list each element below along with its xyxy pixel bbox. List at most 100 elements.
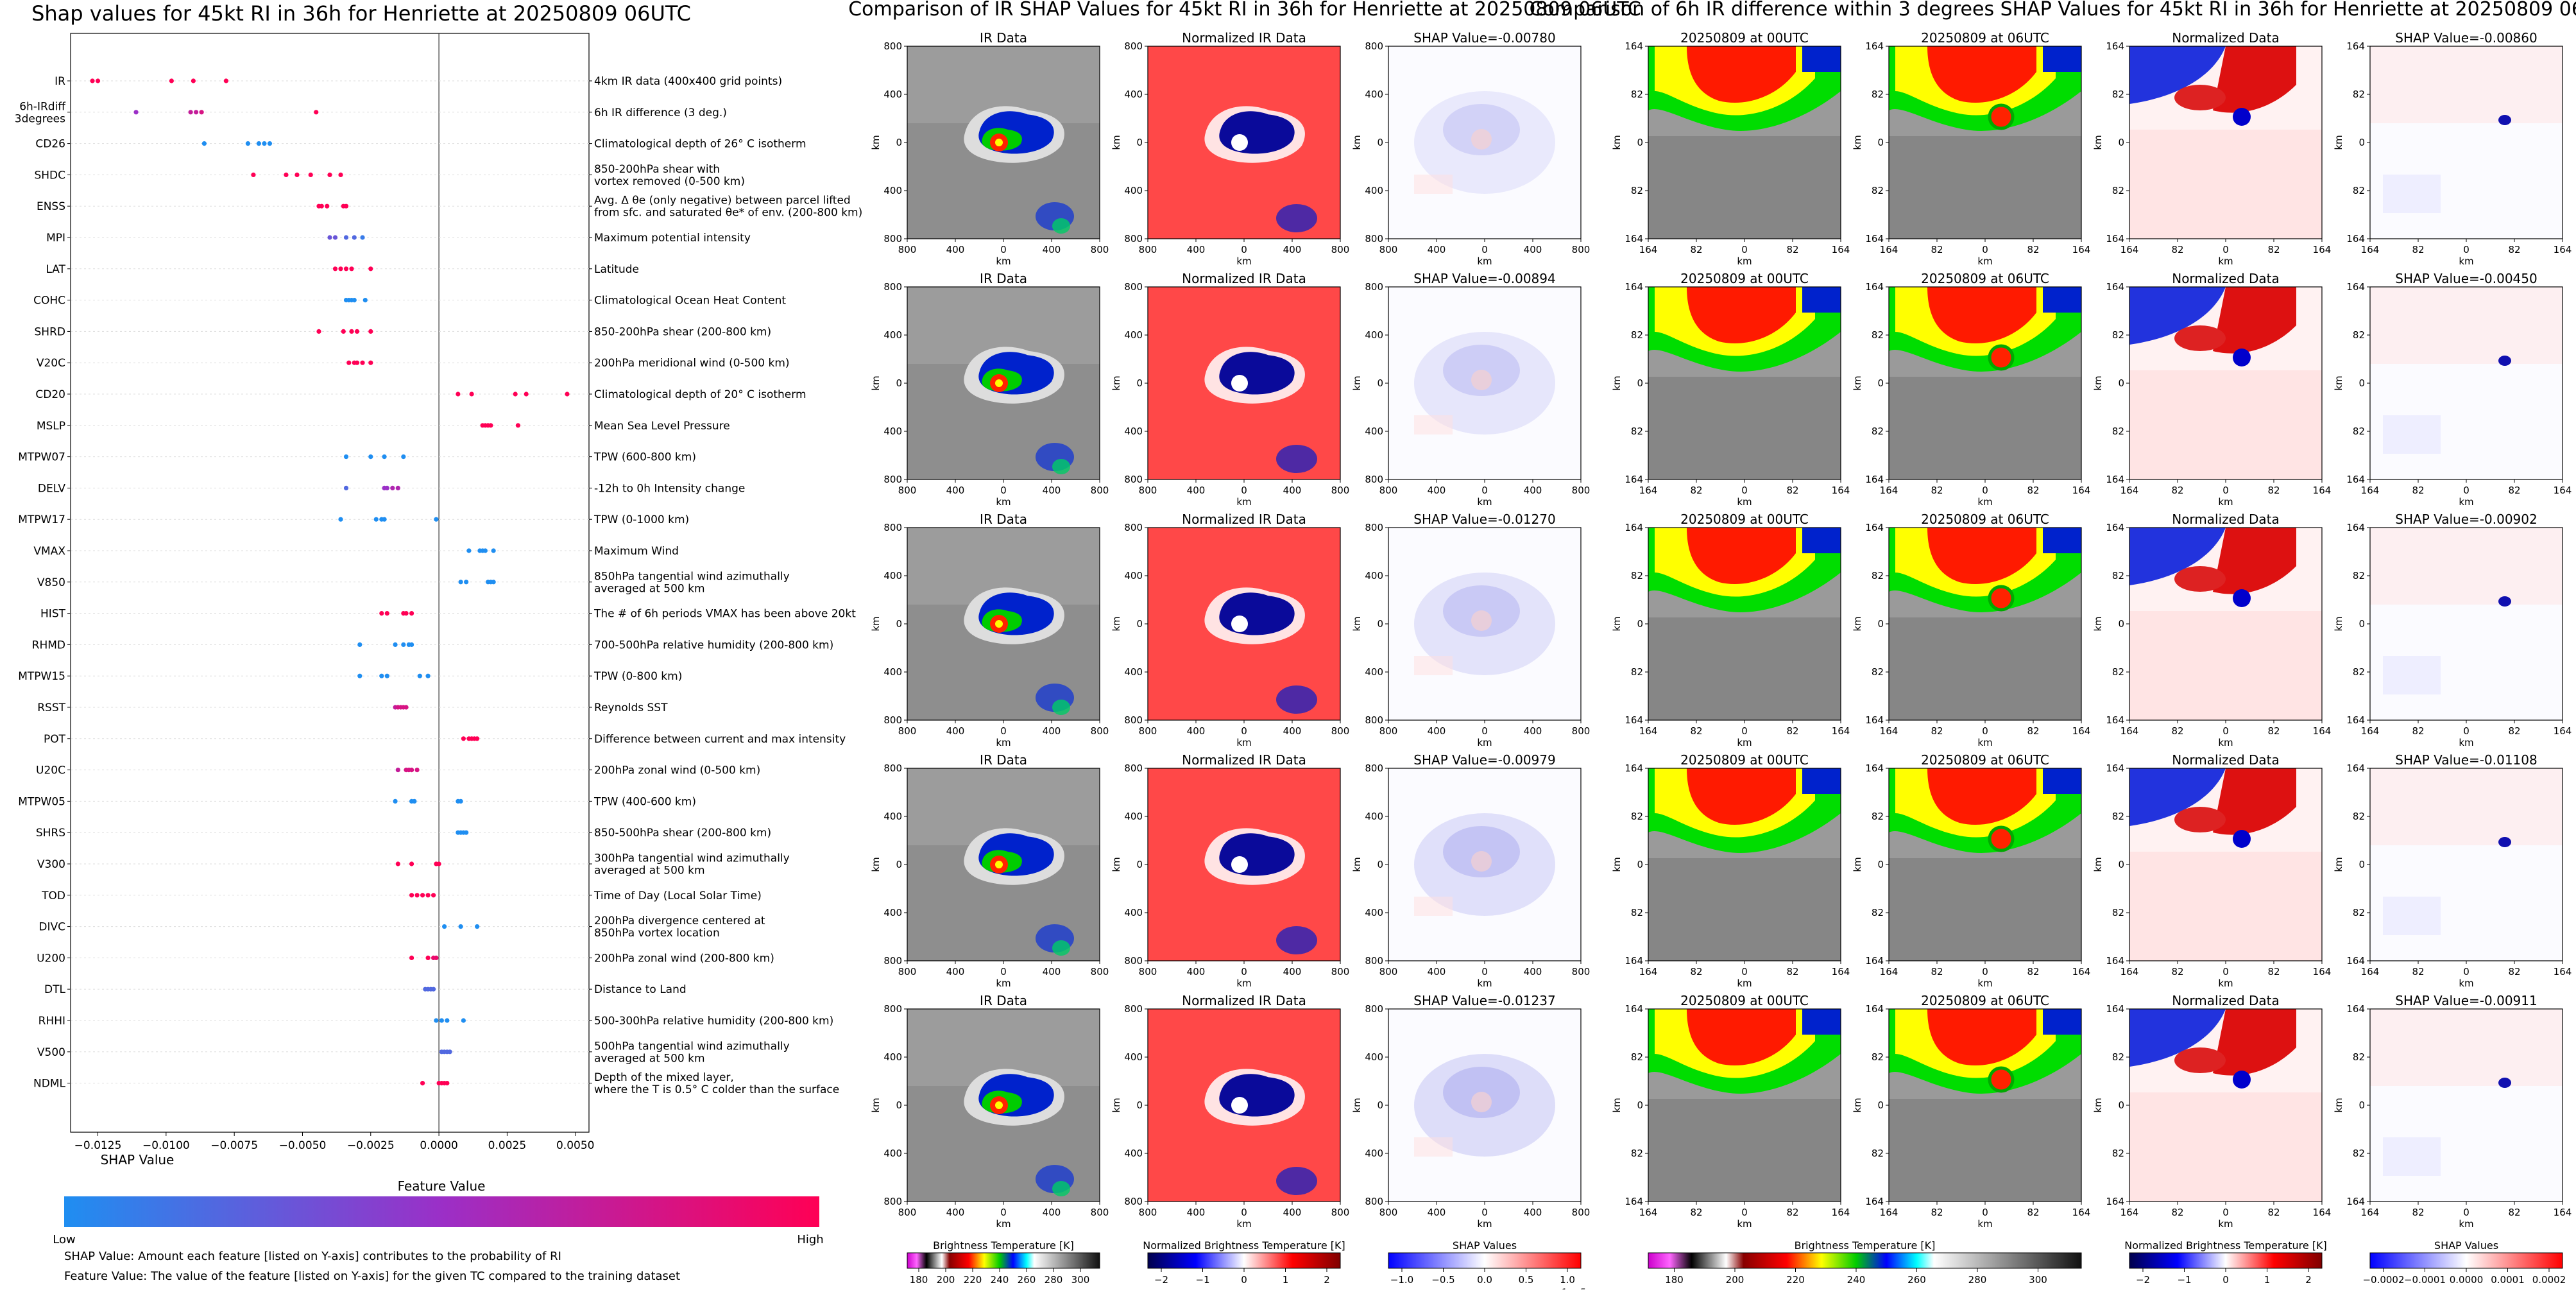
tile-xtick-label: 800 (1139, 244, 1157, 255)
tile-title-ir: IR Data (980, 30, 1027, 46)
tile-ytick-label: 0 (1877, 859, 1884, 870)
tile-xtick-label: 400 (1187, 244, 1206, 255)
tile-xtick-label: 164 (1880, 485, 1898, 496)
tile-ytick-label: 82 (2353, 89, 2365, 100)
tile-xtick-label: 400 (946, 1207, 965, 1218)
shap-point (409, 642, 414, 648)
tile-xtick-label: 800 (1379, 485, 1398, 496)
feature-description: -12h to 0h Intensity change (594, 482, 745, 495)
tile-xtick-label: 164 (2313, 485, 2332, 496)
tile-ytick-label: 0 (1637, 137, 1643, 148)
tile-ylabel: km (1852, 375, 1863, 390)
tile-ytick-label: 400 (883, 89, 902, 100)
tile-xtick-label: 800 (1572, 485, 1591, 496)
feature-description: averaged at 500 km (594, 1052, 705, 1065)
ytick-label: CD26 (35, 138, 65, 151)
shap-point (434, 1018, 439, 1023)
ir6-lower (1889, 1099, 2081, 1202)
tile-xtick-label: 400 (1428, 244, 1446, 255)
shap-point (354, 360, 360, 365)
feature-description: Difference between current and max inten… (594, 733, 846, 746)
tile-ytick-label: 800 (1124, 522, 1143, 533)
tile-xtick-label: 82 (2412, 485, 2424, 496)
tile-ytick-label: 0 (1377, 377, 1383, 389)
ytick-label: DELV (38, 482, 65, 495)
tile-ytick-label: 164 (2106, 714, 2124, 726)
nd-lower-wash (2129, 130, 2322, 239)
tile-xtick-label: 800 (1379, 244, 1398, 255)
tile-ytick-label: 82 (1872, 907, 1884, 918)
tile-ylabel: km (1111, 1098, 1122, 1112)
tile-ytick-label: 164 (1865, 955, 1884, 967)
tile-xtick-label: 400 (1187, 725, 1206, 737)
tile-xtick-label: 800 (898, 485, 917, 496)
tile-xlabel: km (1737, 255, 1752, 267)
ir6-storm-core (1988, 103, 2015, 130)
ytick-label: V850 (37, 576, 65, 589)
shap-point (565, 392, 570, 397)
tile-ytick-label: 400 (883, 666, 902, 678)
tile-ytick-label: 800 (883, 522, 902, 533)
shap-point (382, 454, 387, 460)
shap-point (414, 893, 420, 898)
tile-xtick-label: 82 (2267, 1207, 2280, 1218)
ir6-red (1687, 528, 1796, 584)
tile-ytick-label: 800 (1124, 955, 1143, 967)
ir6-blue-corner (1802, 768, 1841, 794)
shap-point (475, 736, 480, 741)
shap-point (488, 423, 493, 428)
shap-point (133, 110, 139, 115)
tile-ytick-label: 164 (2346, 762, 2365, 774)
p1-cbar-shap-tick-label: 0.0 (1477, 1274, 1492, 1286)
tile-ytick-label: 0 (896, 137, 902, 148)
tile-xtick-label: 800 (898, 244, 917, 255)
tile-ytick-label: 82 (2112, 1148, 2124, 1159)
tile-xtick-label: 164 (2313, 966, 2332, 978)
feature-description: Climatological depth of 26° C isotherm (594, 138, 806, 151)
tile-xtick-label: 0 (1241, 1207, 1247, 1218)
tile-xtick-label: 164 (2120, 725, 2139, 737)
tile-ytick-label: 800 (883, 474, 902, 485)
tile-xtick-label: 164 (2120, 1207, 2139, 1218)
tile-title-norm-ir: Normalized IR Data (1182, 512, 1306, 527)
ytick-label: CD20 (35, 388, 65, 401)
tile-xtick-label: 164 (2361, 485, 2380, 496)
ir6-red (1687, 287, 1796, 343)
tile-xtick-label: 164 (2361, 1207, 2380, 1218)
ir6-lower (1648, 1099, 1841, 1202)
tile-title-06utc: 20250809 at 06UTC (1921, 512, 2049, 527)
tile-ytick-label: 0 (2118, 618, 2124, 630)
tile-ytick-label: 82 (2353, 907, 2365, 918)
feature-description: 850hPa tangential wind azimuthally (594, 570, 790, 583)
tile-ytick-label: 82 (2112, 426, 2124, 437)
norm-south (1276, 204, 1317, 232)
tile-xtick-label: 164 (1880, 1207, 1898, 1218)
nd-lower-wash (2129, 1092, 2322, 1202)
tile-ylabel: km (1351, 135, 1363, 150)
tile-ytick-label: 82 (1631, 426, 1643, 437)
tile-xtick-label: 0 (1741, 1207, 1748, 1218)
tile-xtick-label: 0 (2463, 244, 2469, 255)
tile-ytick-label: 164 (1625, 1196, 1643, 1207)
tile-ytick-label: 400 (1365, 185, 1383, 196)
ir-south-cells-core (1052, 459, 1070, 474)
tile-xtick-label: 800 (1379, 725, 1398, 737)
shap-point (436, 861, 441, 866)
shap-point (90, 78, 95, 83)
tile-xtick-label: 82 (2412, 966, 2424, 978)
tile-xtick-label: 400 (1187, 485, 1206, 496)
ytick-label: POT (44, 733, 66, 746)
tile-ylabel: km (1111, 616, 1122, 631)
tile-ylabel: km (1611, 375, 1623, 390)
shap-point (515, 423, 521, 428)
tile-xlabel: km (1977, 1218, 1992, 1230)
s6-core (2498, 115, 2511, 125)
p1-cbar-ir-tick-label: 260 (1018, 1274, 1036, 1286)
tile-ytick-label: 82 (1872, 185, 1884, 196)
xtick-label: 0.0025 (488, 1139, 526, 1152)
s6-lower-patch (2383, 175, 2441, 213)
xtick-label: −0.0125 (74, 1139, 122, 1152)
p1-cbar-ir-tick-label: 280 (1045, 1274, 1063, 1286)
tile-ylabel: km (870, 375, 882, 390)
ir6-lower (1889, 136, 2081, 239)
